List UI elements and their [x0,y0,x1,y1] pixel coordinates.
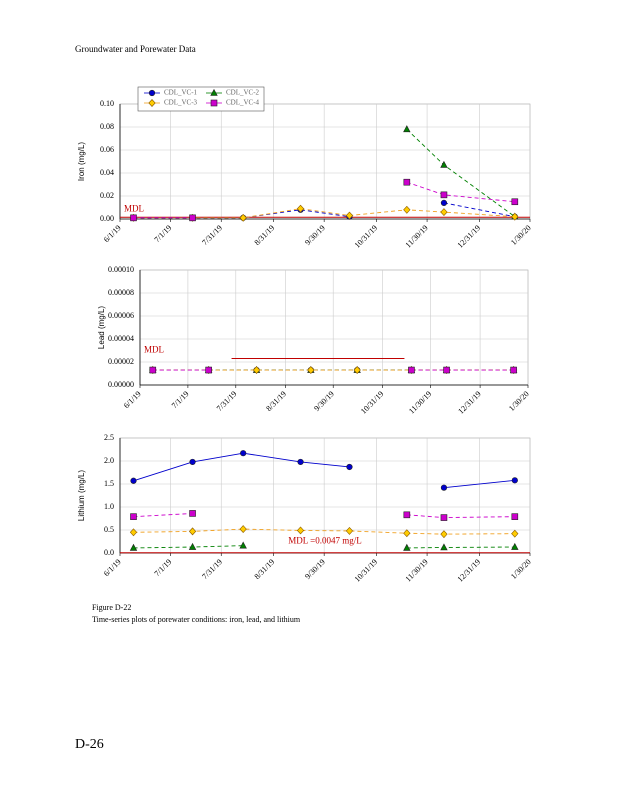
plot-area [119,103,531,220]
marker [511,529,519,538]
y-tick-label: 0.00004 [108,334,134,343]
marker [440,191,448,199]
marker [403,543,411,551]
y-tick-label: 0.00002 [108,357,134,366]
marker [210,99,218,107]
mdl-label: MDL =0.0047 mg/L [288,536,362,546]
marker [130,477,137,484]
series-line [443,202,515,218]
figure-number: Figure D-22 [92,603,131,612]
y-tick-label: 0.00008 [108,288,134,297]
y-tick-label: 0.00 [100,214,114,223]
y-tick-label: 1.0 [104,502,114,511]
marker [440,530,448,539]
series-line [133,208,515,219]
legend-box [137,86,265,112]
marker [148,89,156,97]
marker [440,208,448,217]
marker [440,484,448,491]
marker [511,542,519,550]
marker [403,205,411,214]
series-line [133,528,515,535]
marker [345,526,354,535]
figure-caption: Time-series plots of porewater condition… [92,615,301,624]
marker [408,366,415,374]
marker [345,211,354,220]
mdl-label: MDL [124,203,144,213]
mdl-label: MDL [144,345,164,355]
marker [307,366,315,374]
marker [403,529,411,538]
marker [511,513,519,520]
y-tick-label: 0.08 [100,122,114,131]
marker [440,160,448,168]
y-tick-label: 1.5 [104,479,114,488]
marker [205,366,212,374]
marker [440,514,448,521]
y-axis-title: Iron (mg/L) [77,142,86,181]
marker [510,366,517,374]
y-tick-label: 0.10 [100,99,114,108]
marker [240,450,247,457]
y-tick-label: 2.5 [104,433,114,442]
y-tick-label: 0.00000 [108,380,134,389]
marker [129,528,138,537]
marker [403,178,411,186]
marker [346,463,353,471]
marker [403,125,411,133]
y-tick-label: 0.02 [100,191,114,200]
marker [297,458,304,466]
y-axis-title: Lead (mg/L) [97,306,106,349]
marker [296,204,305,213]
legend-label: CDL_VC-1 [164,89,198,97]
legend-label: CDL_VC-2 [226,89,260,97]
marker [440,543,448,551]
marker [511,212,519,221]
marker [239,541,247,549]
marker [239,525,247,534]
legend-label: CDL_VC-4 [226,99,260,107]
marker [130,214,137,222]
y-tick-label: 2.0 [104,456,114,465]
marker [511,198,519,206]
marker [440,199,448,206]
marker [252,366,261,374]
y-tick-label: 0.00006 [108,311,134,320]
page-number: D-26 [75,737,104,752]
y-tick-label: 0.00010 [108,265,134,274]
marker [148,99,156,107]
header: Groundwater and Porewater Data [75,44,196,54]
series-line [133,512,193,518]
marker [189,214,196,222]
legend-label: CDL_VC-3 [164,99,198,107]
series-line [443,479,515,489]
y-tick-label: 0.5 [104,525,114,534]
plot-area [139,269,529,386]
marker [189,510,196,517]
marker [129,543,138,551]
marker [511,477,518,484]
plot-area [119,437,531,554]
y-tick-label: 0.0 [104,548,114,557]
marker [189,458,196,466]
series-line [133,209,350,219]
marker [443,366,450,374]
marker [239,213,247,222]
marker [353,366,361,374]
y-tick-label: 0.04 [100,168,114,177]
marker [403,511,411,519]
marker [296,526,305,535]
marker [130,513,137,520]
series-line [406,181,515,203]
y-tick-label: 0.06 [100,145,114,154]
marker [188,542,197,550]
marker [210,88,218,96]
marker [188,527,197,536]
marker [149,366,157,374]
y-axis-title: Lithium (mg/L) [77,470,86,521]
